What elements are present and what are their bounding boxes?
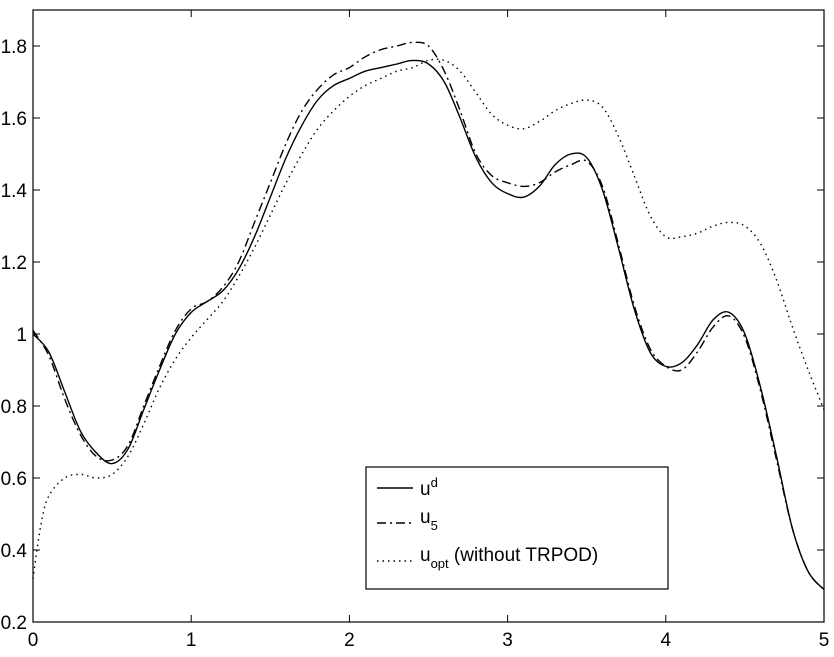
legend-label-ud: ud bbox=[420, 475, 438, 500]
x-tick-labels: 0 1 2 3 4 5 bbox=[28, 630, 830, 651]
x-tick-label: 3 bbox=[502, 630, 513, 651]
series-line-ud bbox=[32, 59, 825, 591]
legend-box bbox=[365, 466, 669, 590]
series-line-u5 bbox=[32, 41, 825, 591]
legend: ud u5 uopt (without TRPOD) bbox=[365, 466, 669, 590]
y-tick-label: 1.6 bbox=[1, 109, 27, 130]
y-tick-labels: 0.2 0.4 0.6 0.8 1 1.2 1.4 1.6 1.8 bbox=[1, 37, 28, 634]
legend-label-uopt: uopt (without TRPOD) bbox=[420, 545, 598, 571]
series-line-uopt bbox=[32, 58, 825, 579]
x-tick-label: 2 bbox=[344, 630, 355, 651]
series-lines bbox=[32, 41, 825, 591]
x-tick-label: 4 bbox=[661, 630, 672, 651]
y-tick-label: 1.2 bbox=[1, 253, 27, 274]
axis-ticks bbox=[32, 10, 825, 623]
y-tick-label: 1.4 bbox=[1, 181, 28, 202]
y-tick-label: 0.8 bbox=[1, 397, 27, 418]
y-tick-label: 0.2 bbox=[1, 613, 27, 634]
x-tick-label: 5 bbox=[819, 630, 830, 651]
y-tick-label: 1 bbox=[16, 325, 27, 346]
x-tick-label: 0 bbox=[28, 630, 39, 651]
y-tick-label: 0.6 bbox=[1, 469, 27, 490]
y-tick-label: 1.8 bbox=[1, 37, 27, 58]
y-tick-label: 0.4 bbox=[1, 541, 28, 562]
legend-label-u5: u5 bbox=[420, 507, 438, 533]
x-tick-label: 1 bbox=[186, 630, 197, 651]
